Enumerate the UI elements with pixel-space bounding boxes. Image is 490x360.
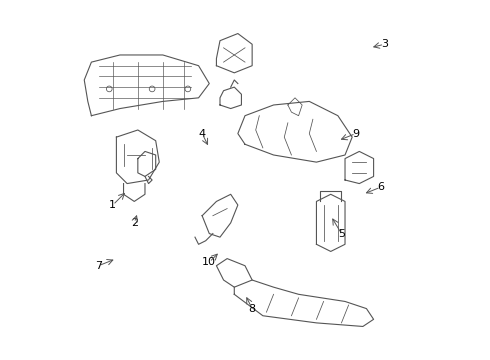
Text: 5: 5	[338, 229, 345, 239]
Text: 4: 4	[198, 129, 206, 139]
Text: 1: 1	[109, 200, 116, 210]
Text: 6: 6	[377, 182, 384, 192]
Text: 3: 3	[381, 39, 388, 49]
Text: 7: 7	[95, 261, 102, 271]
Text: 10: 10	[202, 257, 216, 267]
Text: 2: 2	[131, 218, 138, 228]
Text: 8: 8	[248, 303, 256, 314]
Text: 9: 9	[352, 129, 359, 139]
